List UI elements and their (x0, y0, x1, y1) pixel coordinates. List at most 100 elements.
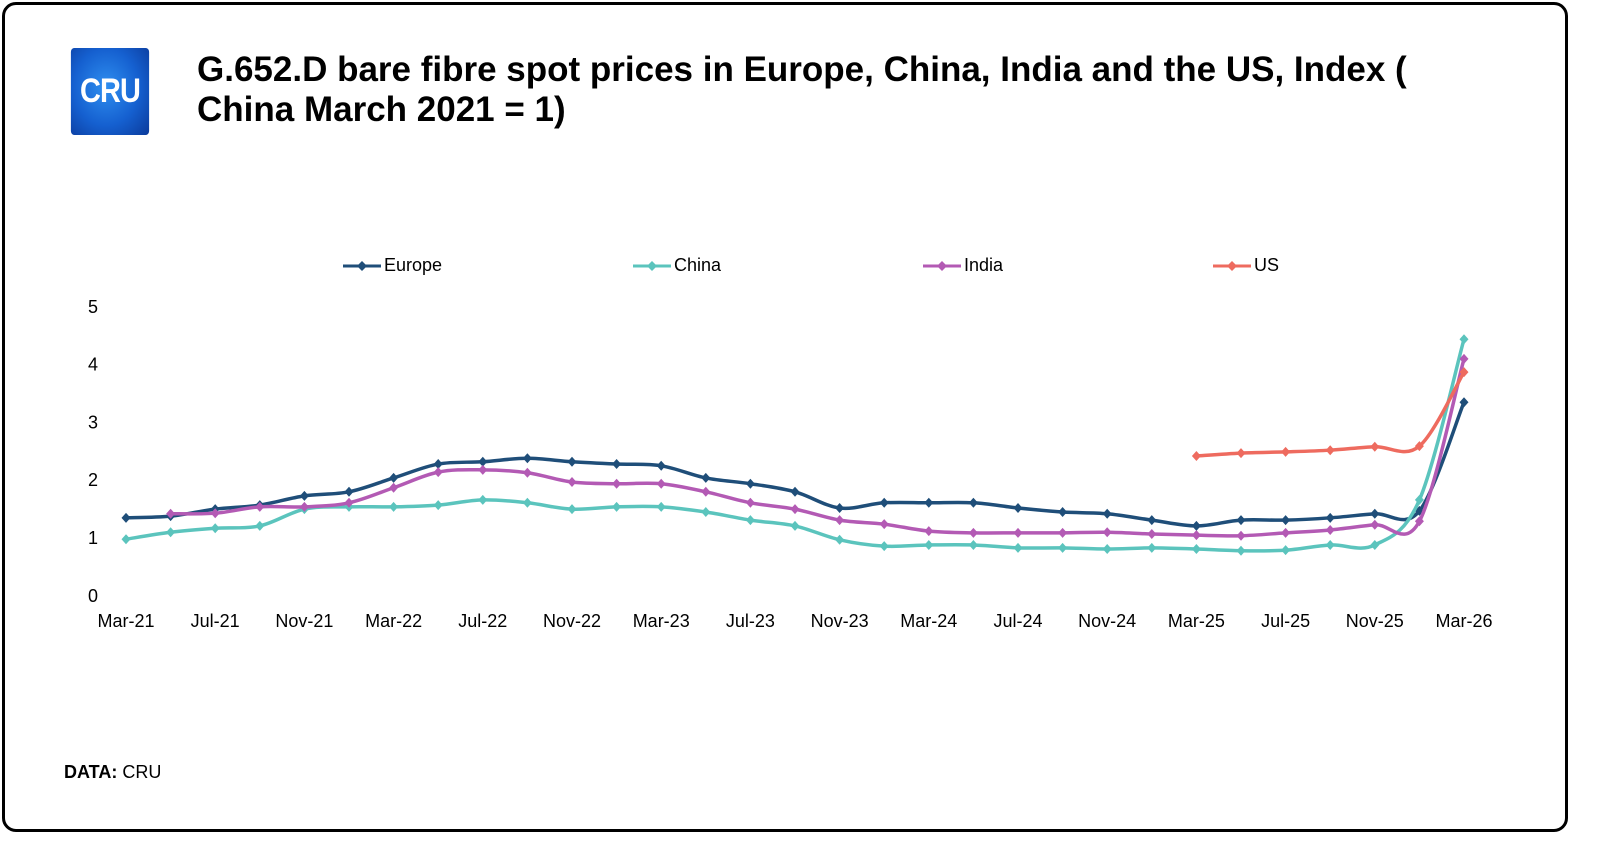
data-point (701, 507, 711, 518)
data-point (968, 497, 978, 508)
data-point (835, 502, 845, 513)
legend-label: US (1254, 255, 1279, 275)
data-point (1281, 545, 1291, 556)
data-point (1370, 508, 1380, 519)
x-tick-label: Nov-21 (275, 611, 333, 631)
data-point (968, 527, 978, 538)
data-point (1013, 502, 1023, 513)
data-point (835, 515, 845, 526)
data-point (1191, 530, 1201, 541)
data-point (790, 486, 800, 497)
data-point (121, 534, 131, 545)
data-point (433, 459, 443, 470)
x-tick-label: Nov-23 (811, 611, 869, 631)
data-point (1325, 445, 1335, 456)
legend-marker (1227, 261, 1237, 271)
data-point (389, 482, 399, 493)
footer-source: CRU (122, 762, 162, 782)
x-tick-label: Mar-24 (900, 611, 957, 631)
y-tick-label: 2 (88, 470, 98, 490)
x-tick-label: Mar-26 (1435, 611, 1492, 631)
data-point (656, 478, 666, 489)
x-tick-label: Jul-25 (1261, 611, 1310, 631)
data-point (1058, 527, 1068, 538)
data-point (745, 478, 755, 489)
data-point (1459, 367, 1469, 378)
data-point (210, 523, 220, 534)
data-point (835, 534, 845, 545)
data-point (478, 456, 488, 467)
x-tick-label: Jul-23 (726, 611, 775, 631)
legend-marker (357, 261, 367, 271)
data-point (1370, 441, 1380, 452)
data-point (433, 500, 443, 511)
series-line (170, 358, 1466, 538)
data-point (1147, 542, 1157, 553)
data-point (1013, 527, 1023, 538)
data-point (1102, 544, 1112, 555)
data-point (255, 501, 265, 512)
data-point (1147, 528, 1157, 539)
x-tick-label: Jul-24 (993, 611, 1042, 631)
data-point (879, 497, 889, 508)
footer-label: DATA: (64, 762, 118, 782)
data-point (389, 472, 399, 483)
data-point (701, 486, 711, 497)
data-point (522, 467, 532, 478)
data-point (567, 476, 577, 487)
data-point (1370, 539, 1380, 550)
data-point (299, 490, 309, 501)
data-point (567, 504, 577, 515)
x-tick-label: Nov-22 (543, 611, 601, 631)
data-point (1414, 441, 1424, 452)
data-point (656, 501, 666, 512)
data-point (968, 539, 978, 550)
data-point (1058, 507, 1068, 518)
data-point (1281, 515, 1291, 526)
data-point (121, 512, 131, 523)
legend-label: India (964, 255, 1004, 275)
data-point (344, 486, 354, 497)
data-point (210, 508, 220, 519)
x-tick-label: Jul-21 (191, 611, 240, 631)
data-point (1281, 446, 1291, 457)
data-point (1236, 530, 1246, 541)
data-point (1370, 519, 1380, 530)
data-point (1191, 520, 1201, 531)
data-point (745, 497, 755, 508)
data-point (656, 460, 666, 471)
y-tick-label: 4 (88, 355, 98, 375)
series-line (1196, 371, 1466, 458)
data-point (478, 494, 488, 505)
data-point (1058, 542, 1068, 553)
data-point (790, 504, 800, 515)
legend-marker (937, 261, 947, 271)
chart-title: G.652.D bare fibre spot prices in Europe… (197, 50, 1407, 129)
x-tick-label: Jul-22 (458, 611, 507, 631)
x-tick-label: Nov-24 (1078, 611, 1136, 631)
data-point (478, 464, 488, 475)
data-point (255, 520, 265, 531)
data-point (389, 501, 399, 512)
frame (2, 2, 1568, 832)
data-point (924, 497, 934, 508)
legend-label: Europe (384, 255, 442, 275)
data-point (1414, 494, 1424, 505)
data-point (612, 478, 622, 489)
data-point (1459, 353, 1469, 364)
data-point (745, 515, 755, 526)
x-tick-label: Mar-23 (633, 611, 690, 631)
data-point (1013, 542, 1023, 553)
data-point (1325, 539, 1335, 550)
data-point (299, 501, 309, 512)
data-point (1236, 545, 1246, 556)
data-point (522, 497, 532, 508)
footer: DATA: CRU (64, 762, 161, 783)
data-point (344, 497, 354, 508)
data-point (166, 508, 176, 519)
data-point (924, 539, 934, 550)
data-point (612, 501, 622, 512)
logo: CRU (70, 48, 150, 135)
data-point (1191, 544, 1201, 555)
